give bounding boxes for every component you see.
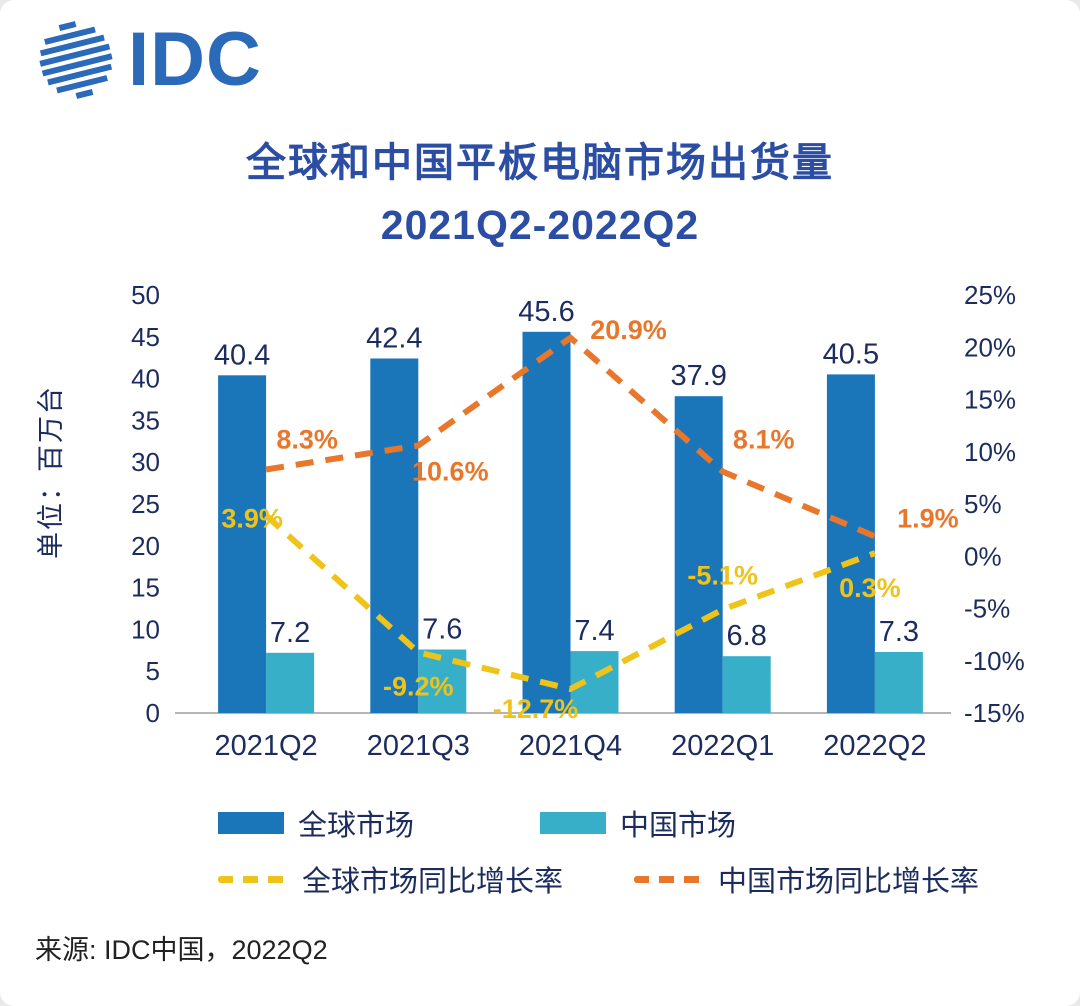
line-value-label: 10.6%	[412, 457, 489, 487]
bar-value-label: 40.5	[823, 338, 879, 370]
left-axis-tick-label: 35	[131, 405, 160, 435]
right-axis-tick-label: 10%	[964, 437, 1016, 467]
line-value-label: 3.9%	[221, 504, 283, 534]
right-axis-tick-label: 15%	[964, 385, 1016, 415]
right-axis-tick-label: -5%	[964, 594, 1010, 624]
left-axis-tick-label: 25	[131, 489, 160, 519]
right-axis-tick-label: -15%	[964, 698, 1025, 728]
line-value-label: 8.3%	[276, 425, 338, 455]
bar-value-label: 7.2	[270, 617, 310, 649]
legend-swatch-global-bar	[218, 812, 284, 834]
bar-value-label: 40.4	[214, 339, 270, 371]
legend-label-global-market: 全球市场	[298, 810, 415, 842]
line-value-label: -12.7%	[493, 694, 579, 724]
left-axis-tick-label: 15	[131, 573, 160, 603]
legend-swatch-china-line	[634, 875, 704, 883]
line-value-label: 20.9%	[590, 315, 667, 345]
bar-value-label: 7.6	[422, 614, 462, 646]
bar-全球市场-2021Q4	[522, 331, 571, 713]
legend-swatch-china-bar	[540, 812, 606, 834]
x-axis-category-label: 2021Q3	[367, 730, 470, 762]
line-value-label: -5.1%	[687, 561, 758, 591]
left-axis-tick-label: 0	[146, 698, 160, 728]
bar-value-label: 7.4	[574, 615, 614, 647]
line-value-label: 8.1%	[733, 425, 795, 455]
growth-line-全球市场同比增长率	[264, 513, 876, 693]
legend-item-global-market: 全球市场	[218, 802, 414, 844]
legend-item-china-market: 中国市场	[540, 802, 736, 844]
legend-label-global-growth: 全球市场同比增长率	[302, 866, 564, 898]
bar-value-label: 7.3	[879, 616, 919, 648]
bar-value-label: 42.4	[366, 323, 422, 355]
idc-logo: IDC	[34, 16, 262, 104]
bar-value-label: 45.6	[518, 296, 574, 328]
legend-item-china-growth: 中国市场同比增长率	[634, 858, 979, 900]
line-value-label: 0.3%	[839, 573, 901, 603]
x-axis-category-label: 2021Q4	[519, 730, 622, 762]
right-axis-tick-label: 0%	[964, 541, 1002, 571]
bar-value-label: 37.9	[670, 360, 726, 392]
bar-value-label: 6.8	[727, 620, 767, 652]
bar-全球市场-2021Q2	[218, 375, 267, 713]
legend-label-china-growth: 中国市场同比增长率	[718, 866, 980, 898]
x-axis-category-label: 2021Q2	[214, 730, 317, 762]
right-axis-tick-label: 25%	[964, 280, 1016, 310]
legend-swatch-global-line	[218, 875, 288, 883]
combo-bar-line-chart: 5045403530252015105025%20%15%10%5%0%-5%-…	[36, 280, 1025, 762]
growth-line-中国市场同比增长率	[265, 333, 877, 540]
bar-全球市场-2022Q2	[826, 374, 875, 713]
source-note: 来源: IDC中国，2022Q2	[35, 935, 328, 965]
line-value-label: 1.9%	[897, 503, 959, 533]
left-axis-tick-label: 45	[131, 322, 160, 352]
bar-中国市场-2022Q1	[722, 656, 771, 713]
idc-logo-text: IDC	[128, 17, 262, 102]
left-axis-tick-label: 50	[131, 280, 160, 310]
bar-中国市场-2022Q2	[874, 652, 923, 713]
legend-label-china-market: 中国市场	[620, 810, 737, 842]
right-axis-tick-label: 5%	[964, 489, 1002, 519]
chart-title-line2: 2021Q2-2022Q2	[380, 202, 700, 248]
left-axis-tick-label: 20	[131, 531, 160, 561]
left-axis-tick-label: 30	[131, 447, 160, 477]
right-axis-tick-label: 20%	[964, 332, 1016, 362]
idc-globe-icon	[39, 21, 113, 99]
chart-title-line1: 全球和中国平板电脑市场出货量	[246, 141, 834, 185]
bar-全球市场-2022Q1	[674, 396, 723, 713]
right-axis-tick-label: -10%	[964, 646, 1025, 676]
chart-title: 全球和中国平板电脑市场出货量 2021Q2-2022Q2	[0, 130, 1080, 249]
line-value-label: -9.2%	[383, 671, 454, 701]
left-axis-tick-label: 5	[146, 656, 160, 686]
left-axis-tick-label: 10	[131, 614, 160, 644]
left-axis-tick-label: 40	[131, 364, 160, 394]
x-axis-category-label: 2022Q1	[671, 730, 774, 762]
bar-全球市场-2021Q3	[370, 358, 419, 713]
bar-中国市场-2021Q2	[266, 652, 315, 713]
x-axis-category-label: 2022Q2	[823, 730, 926, 762]
left-axis-title: 单位：百万台	[36, 385, 66, 559]
legend-item-global-growth: 全球市场同比增长率	[218, 858, 563, 900]
